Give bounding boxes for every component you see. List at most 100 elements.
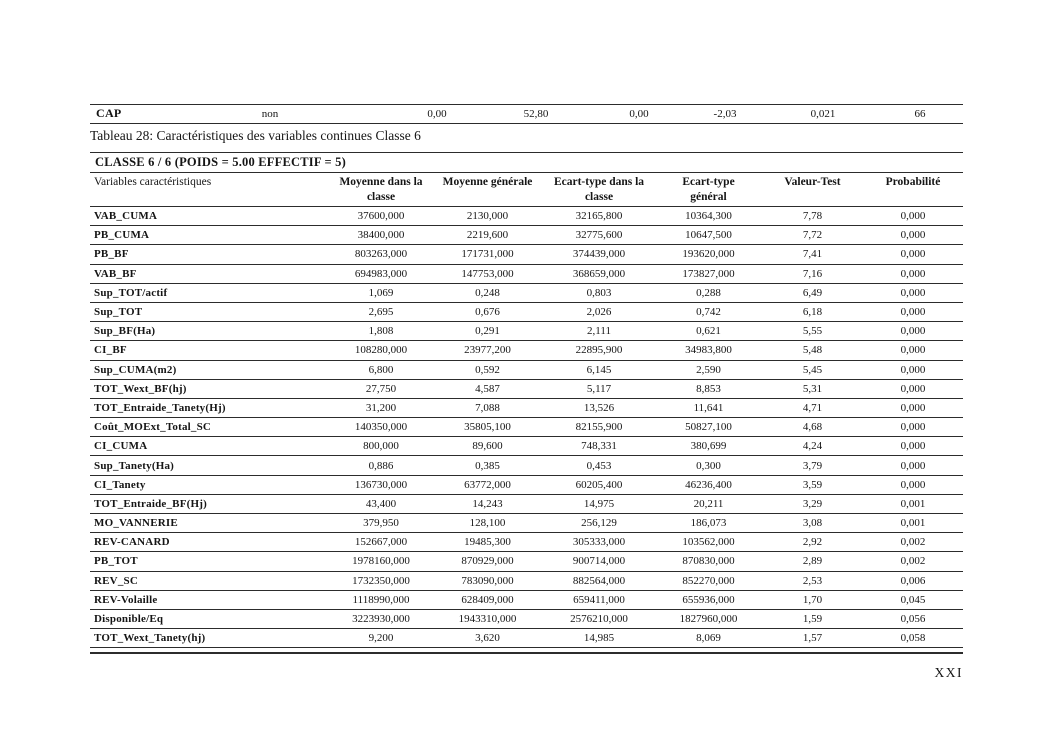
row-value: 173827,000 bbox=[682, 267, 735, 280]
row-value: 5,45 bbox=[802, 363, 823, 376]
row-variable: REV_SC bbox=[94, 574, 138, 587]
table-row: MO_VANNERIE 379,950 128,100 256,129 186,… bbox=[90, 514, 963, 534]
row-variable: Sup_TOT bbox=[94, 306, 143, 319]
row-value: 2,89 bbox=[802, 555, 823, 568]
row-value: 1,70 bbox=[802, 593, 823, 606]
row-variable: TOT_Entraide_Tanety(Hj) bbox=[94, 401, 226, 414]
row-value: 368659,000 bbox=[572, 267, 626, 280]
row-value: 0,803 bbox=[586, 286, 612, 299]
row-value: 60205,400 bbox=[575, 478, 623, 491]
row-value: 89,600 bbox=[472, 440, 503, 453]
table-row: CI_CUMA 800,000 89,600 748,331 380,699 4… bbox=[90, 437, 963, 457]
table-row: PB_CUMA 38400,000 2219,600 32775,600 106… bbox=[90, 226, 963, 246]
row-value: 0,592 bbox=[475, 363, 500, 376]
row-value: 8,069 bbox=[696, 632, 721, 645]
row-value: 10647,500 bbox=[685, 229, 732, 242]
column-header-variables: Variables caractéristiques bbox=[94, 176, 212, 188]
row-value: 20,211 bbox=[693, 497, 724, 510]
row-value: 0,002 bbox=[900, 555, 926, 568]
table-row: Coût_MOExt_Total_SC 140350,000 35805,100… bbox=[90, 418, 963, 438]
row-value: 11,641 bbox=[693, 401, 724, 414]
row-value: 0,056 bbox=[900, 613, 926, 626]
row-value: 1,57 bbox=[802, 632, 823, 645]
row-value: 108280,000 bbox=[354, 344, 408, 357]
row-variable: Sup_Tanety(Ha) bbox=[94, 459, 175, 472]
row-value: 0,000 bbox=[900, 210, 926, 223]
row-value: 374439,000 bbox=[572, 248, 626, 261]
row-value: 0,742 bbox=[696, 306, 721, 319]
table-row: Sup_TOT/actif 1,069 0,248 0,803 0,288 6,… bbox=[90, 284, 963, 303]
row-value: 1,808 bbox=[368, 325, 394, 338]
row-value: 0,000 bbox=[900, 421, 926, 434]
row-value: 0,006 bbox=[900, 574, 926, 587]
row-value: 0,001 bbox=[900, 497, 926, 510]
row-value: 9,200 bbox=[368, 632, 394, 645]
row-variable: CI_Tanety bbox=[94, 478, 146, 491]
row-variable: CI_CUMA bbox=[94, 440, 148, 453]
table-body: VAB_CUMA 37600,000 2130,000 32165,800 10… bbox=[90, 207, 963, 649]
row-variable: VAB_BF bbox=[94, 267, 137, 280]
row-value: 0,000 bbox=[900, 306, 926, 319]
row-value: 4,587 bbox=[475, 382, 500, 395]
row-variable: MO_VANNERIE bbox=[94, 517, 178, 530]
row-value: 0,000 bbox=[900, 440, 926, 453]
row-value: 3223930,000 bbox=[352, 613, 410, 626]
row-value: 1943310,000 bbox=[458, 613, 517, 626]
modality-value: non bbox=[261, 107, 279, 120]
row-value: 870929,000 bbox=[461, 555, 514, 568]
row-value: 0,000 bbox=[900, 286, 926, 299]
row-value: 0,385 bbox=[475, 459, 500, 472]
row-value: 2219,600 bbox=[466, 229, 509, 242]
table-row: Sup_BF(Ha) 1,808 0,291 2,111 0,621 5,55 … bbox=[90, 322, 963, 342]
row-value: 748,331 bbox=[581, 440, 617, 453]
row-variable: Disponible/Eq bbox=[94, 613, 164, 626]
row-value: 128,100 bbox=[469, 517, 506, 530]
row-value: 0,676 bbox=[475, 306, 500, 319]
row-value: 27,750 bbox=[365, 382, 397, 395]
row-value: 0,000 bbox=[900, 325, 926, 338]
table-row: CI_BF 108280,000 23977,200 22895,900 349… bbox=[90, 341, 963, 361]
table-row: TOT_Wext_BF(hj) 27,750 4,587 5,117 8,853… bbox=[90, 380, 963, 399]
row-value: 882564,000 bbox=[572, 574, 626, 587]
page-number: XXI bbox=[934, 665, 963, 680]
row-value: 5,48 bbox=[802, 344, 823, 357]
row-value: 2,53 bbox=[802, 574, 823, 587]
row-value: 63772,000 bbox=[464, 478, 511, 491]
row-value: 0,045 bbox=[900, 593, 926, 606]
row-value: 50827,100 bbox=[685, 421, 732, 434]
row-variable-label: CAP bbox=[96, 106, 122, 121]
cell-value: 52,80 bbox=[523, 107, 549, 120]
row-value: 1827960,000 bbox=[679, 613, 738, 626]
row-value: 5,117 bbox=[586, 382, 612, 395]
row-value: 1,59 bbox=[802, 613, 823, 626]
row-value: 14,975 bbox=[583, 497, 615, 510]
table-row: REV_SC 1732350,000 783090,000 882564,000… bbox=[90, 572, 963, 591]
row-value: 0,291 bbox=[475, 325, 500, 338]
row-value: 0,000 bbox=[900, 248, 926, 261]
row-value: 38400,000 bbox=[357, 229, 405, 242]
row-variable: TOT_Wext_Tanety(hj) bbox=[94, 632, 206, 645]
row-variable: Sup_TOT/actif bbox=[94, 286, 168, 299]
row-value: 5,55 bbox=[802, 325, 823, 338]
row-variable: PB_TOT bbox=[94, 555, 138, 568]
table-row: VAB_BF 694983,000 147753,000 368659,000 … bbox=[90, 265, 963, 284]
table-row: PB_BF 803263,000 171731,000 374439,000 1… bbox=[90, 245, 963, 265]
row-value: 0,000 bbox=[900, 401, 926, 414]
row-value: 0,001 bbox=[900, 517, 926, 530]
row-variable: PB_BF bbox=[94, 248, 129, 261]
row-value: 2576210,000 bbox=[570, 613, 628, 626]
row-value: 0,058 bbox=[900, 632, 926, 645]
row-value: 0,000 bbox=[900, 229, 926, 242]
row-value: 0,000 bbox=[900, 344, 926, 357]
row-value: 37600,000 bbox=[357, 210, 405, 223]
row-value: 2130,000 bbox=[466, 210, 509, 223]
row-value: 31,200 bbox=[365, 401, 397, 414]
row-variable: TOT_Entraide_BF(Hj) bbox=[94, 497, 207, 510]
row-value: 186,073 bbox=[690, 517, 727, 530]
row-value: 14,243 bbox=[472, 497, 503, 510]
row-value: 5,31 bbox=[802, 382, 823, 395]
table-row: PB_TOT 1978160,000 870929,000 900714,000… bbox=[90, 552, 963, 572]
row-value: 14,985 bbox=[583, 632, 615, 645]
row-value: 900714,000 bbox=[572, 555, 626, 568]
